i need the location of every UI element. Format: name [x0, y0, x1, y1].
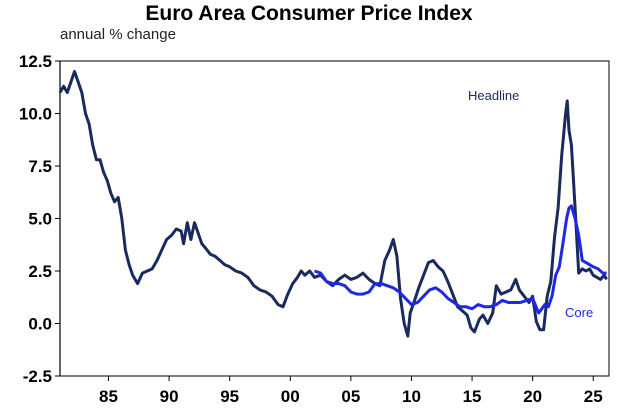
x-tick-label: 90 [160, 387, 179, 406]
headline-annotation: Headline [468, 88, 519, 103]
y-tick-label: 12.5 [19, 52, 52, 71]
core-annotation: Core [565, 305, 593, 320]
x-axis-ticks: 85 90 95 00 05 10 15 20 25 [99, 376, 603, 406]
x-tick-label: 10 [402, 387, 421, 406]
series-layer [58, 70, 608, 338]
x-tick-label: 85 [99, 387, 118, 406]
x-tick-label: 25 [584, 387, 603, 406]
y-tick-label: 7.5 [28, 157, 52, 176]
x-tick-label: 05 [341, 387, 360, 406]
y-tick-label: 10.0 [19, 105, 52, 124]
y-tick-label: 2.5 [28, 262, 52, 281]
x-tick-label: 20 [523, 387, 542, 406]
chart-subtitle: annual % change [60, 26, 176, 43]
x-tick-label: 15 [463, 387, 482, 406]
y-tick-label: 0.0 [28, 315, 52, 334]
y-tick-label: 5.0 [28, 210, 52, 229]
x-tick-label: 95 [220, 387, 239, 406]
chart-title: Euro Area Consumer Price Index [145, 2, 473, 25]
y-axis-ticks: -2.5 0.0 2.5 5.0 7.5 10.0 12.5 [19, 52, 60, 386]
y-tick-label: -2.5 [23, 367, 52, 386]
x-tick-label: 00 [281, 387, 300, 406]
series-line-headline [58, 70, 608, 338]
plot-area-frame [59, 60, 610, 377]
series-line-core [314, 204, 607, 315]
